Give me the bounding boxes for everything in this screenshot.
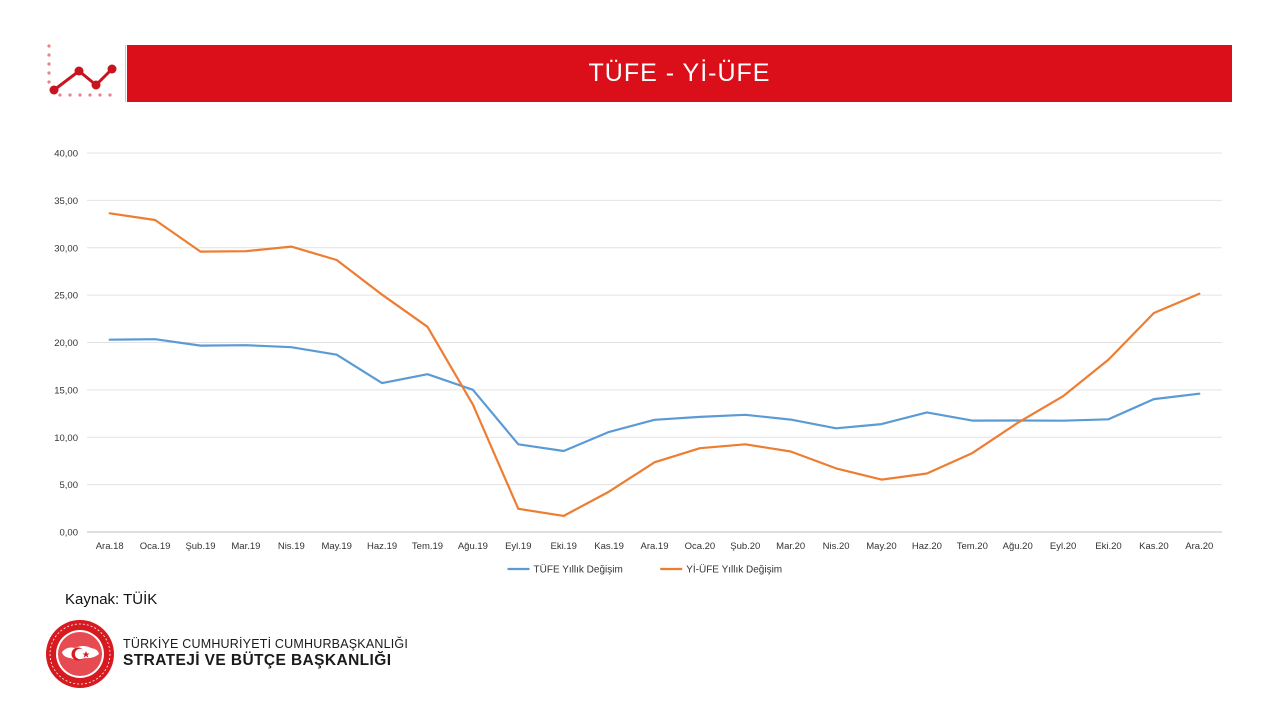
y-tick-label: 40,00 xyxy=(54,149,78,160)
y-tick-label: 10,00 xyxy=(54,433,78,444)
x-tick-label: Mar.19 xyxy=(231,541,260,552)
org-name-line2: STRATEJİ VE BÜTÇE BAŞKANLIĞI xyxy=(123,652,392,669)
organization-name: TÜRKİYE CUMHURİYETİ CUMHURBAŞKANLIĞI STR… xyxy=(123,637,408,670)
y-tick-label: 15,00 xyxy=(54,385,78,396)
x-tick-label: Eyl.20 xyxy=(1050,541,1076,552)
x-tick-label: Şub.20 xyxy=(730,541,760,552)
x-tick-label: Ağu.20 xyxy=(1003,541,1033,552)
x-tick-label: Oca.19 xyxy=(140,541,171,552)
x-tick-label: Ara.18 xyxy=(96,541,124,552)
x-tick-label: Ağu.19 xyxy=(458,541,488,552)
x-tick-label: Eki.20 xyxy=(1095,541,1121,552)
page-title: TÜFE - Yİ-ÜFE xyxy=(588,59,771,87)
x-tick-label: Tem.19 xyxy=(412,541,443,552)
y-tick-label: 30,00 xyxy=(54,243,78,254)
y-tick-label: 20,00 xyxy=(54,338,78,349)
x-tick-label: Nis.19 xyxy=(278,541,305,552)
series-line-1 xyxy=(108,338,1201,453)
x-tick-label: May.19 xyxy=(321,541,351,552)
x-tick-label: Tem.20 xyxy=(957,541,988,552)
line-chart-icon xyxy=(47,44,117,97)
x-tick-label: Ara.19 xyxy=(641,541,669,552)
y-tick-label: 35,00 xyxy=(54,196,78,207)
x-tick-label: May.20 xyxy=(866,541,896,552)
y-tick-label: 5,00 xyxy=(60,480,79,491)
source-note: Kaynak: TÜİK xyxy=(65,591,158,608)
x-tick-label: Oca.20 xyxy=(685,541,716,552)
legend-label: TÜFE Yıllık Değişim xyxy=(534,564,623,576)
x-tick-label: Kas.19 xyxy=(594,541,624,552)
header-divider xyxy=(125,45,126,102)
x-tick-label: Mar.20 xyxy=(776,541,805,552)
legend-label: Yİ-ÜFE Yıllık Değişim xyxy=(686,563,782,576)
x-tick-label: Eki.19 xyxy=(550,541,576,552)
x-tick-label: Haz.19 xyxy=(367,541,397,552)
presidency-seal-icon xyxy=(46,620,114,688)
series-line-2 xyxy=(108,212,1201,518)
x-tick-label: Ara.20 xyxy=(1185,541,1213,552)
y-tick-label: 25,00 xyxy=(54,291,78,302)
x-tick-label: Şub.19 xyxy=(185,541,215,552)
title-bar: TÜFE - Yİ-ÜFE xyxy=(127,45,1232,102)
org-name-line1: TÜRKİYE CUMHURİYETİ CUMHURBAŞKANLIĞI xyxy=(123,637,409,651)
x-tick-label: Kas.20 xyxy=(1139,541,1169,552)
y-tick-label: 0,00 xyxy=(60,528,79,539)
x-tick-label: Eyl.19 xyxy=(505,541,531,552)
x-tick-label: Nis.20 xyxy=(823,541,850,552)
x-tick-label: Haz.20 xyxy=(912,541,942,552)
